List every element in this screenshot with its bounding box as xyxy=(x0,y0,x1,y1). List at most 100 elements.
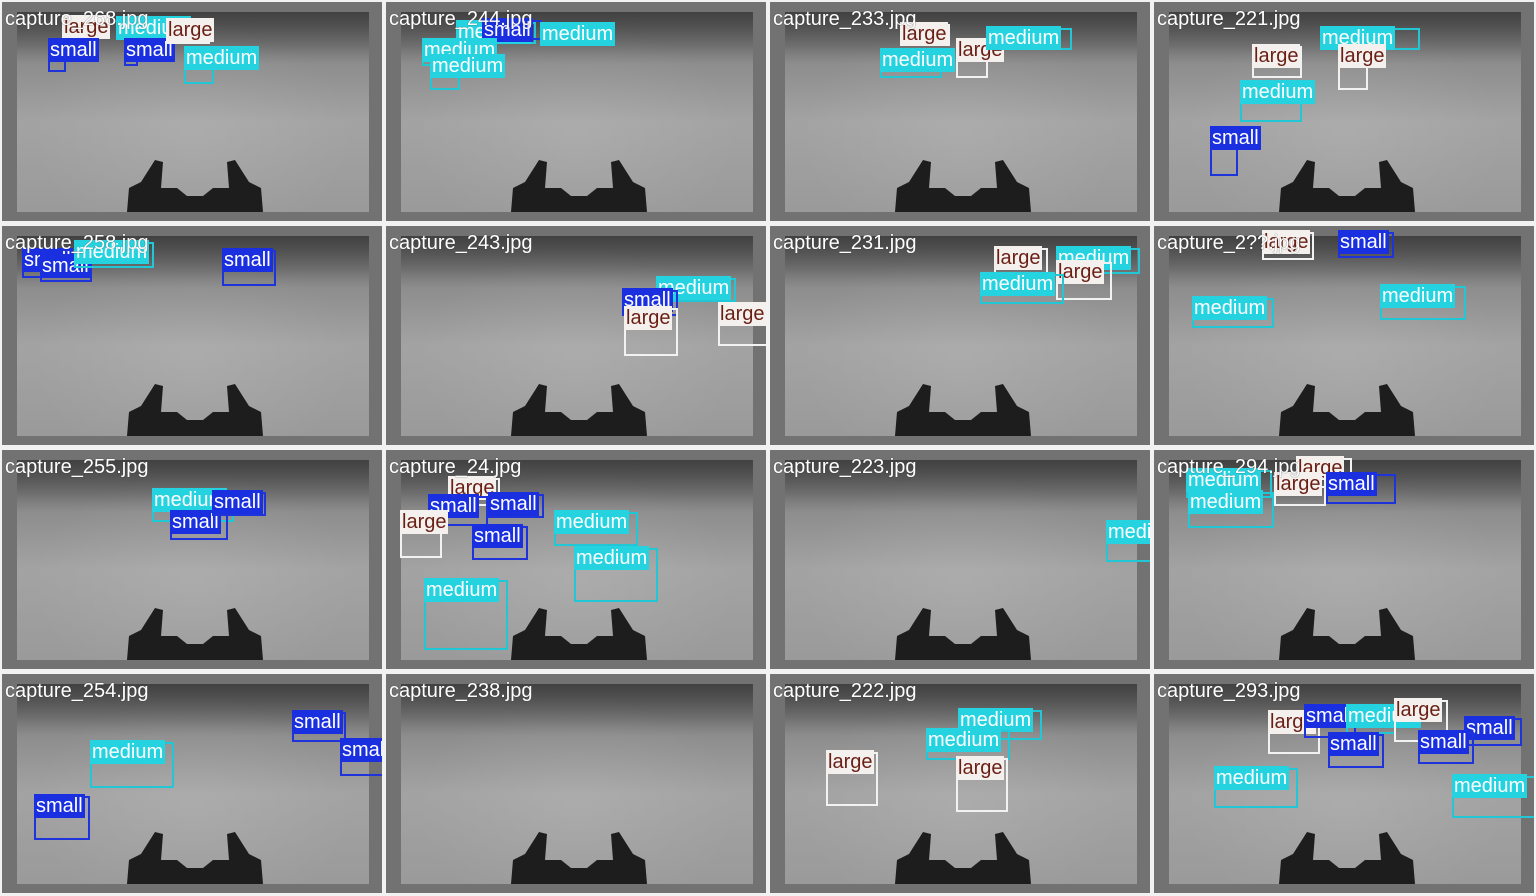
image-filename: capture_293.jpg xyxy=(1157,680,1301,702)
medium-detection-label: medium xyxy=(980,272,1056,296)
image-tile: smallsmallmediumsmallcapture_258.jpg xyxy=(2,226,382,445)
small-detection-label: small xyxy=(222,248,273,272)
camera-frame xyxy=(785,12,1137,212)
camera-frame xyxy=(1169,236,1521,436)
image-tile: mediumsmallmediummediummediumcapture_244… xyxy=(386,2,766,221)
small-detection-label: small xyxy=(1210,126,1261,150)
image-filename: capture_243.jpg xyxy=(389,232,533,254)
image-filename: capture_24.jpg xyxy=(389,456,522,478)
large-detection-label: large xyxy=(900,22,949,46)
camera-frame xyxy=(785,460,1137,660)
image-tile: medium small small capture_255.jpg xyxy=(2,450,382,669)
image-filename: capture_223.jpg xyxy=(773,456,917,478)
image-filename: capture_2??.jpg xyxy=(1157,232,1301,254)
medium-detection-label: medium xyxy=(574,546,650,570)
image-tile: medium medium large large capture_222.jpg xyxy=(770,674,1150,893)
small-detection-label: small xyxy=(170,510,221,534)
robot-gripper-icon xyxy=(895,608,1031,660)
medium-detection-label: medium xyxy=(540,22,616,46)
large-detection-label: large xyxy=(1274,472,1323,496)
large-detection-label: large xyxy=(624,306,673,330)
image-tile: medium capture_223.jpg xyxy=(770,450,1150,669)
large-detection-label: large xyxy=(826,750,875,774)
robot-gripper-icon xyxy=(511,608,647,660)
image-filename: capture_255.jpg xyxy=(5,456,149,478)
small-detection-label: small xyxy=(1418,730,1469,754)
medium-detection-label: medium xyxy=(1192,296,1268,320)
robot-gripper-icon xyxy=(895,832,1031,884)
small-detection-label: small xyxy=(1328,732,1379,756)
small-detection-label: small xyxy=(34,794,85,818)
medium-detection-label: medium xyxy=(90,740,166,764)
medium-detection-label: medium xyxy=(1380,284,1456,308)
small-detection-label: small xyxy=(1326,472,1377,496)
image-filename: capture_233.jpg xyxy=(773,8,917,30)
image-tile: large medium large medium small capture_221.j… xyxy=(1154,2,1534,221)
image-filename: capture_222.jpg xyxy=(773,680,917,702)
medium-detection-label: medium xyxy=(1186,468,1262,492)
robot-gripper-icon xyxy=(127,832,263,884)
medium-detection-label: medium xyxy=(184,46,260,70)
robot-gripper-icon xyxy=(127,608,263,660)
large-detection-label: large xyxy=(62,15,111,39)
robot-gripper-icon xyxy=(1279,160,1415,212)
robot-gripper-icon xyxy=(1279,384,1415,436)
large-detection-label: large xyxy=(994,246,1043,270)
medium-detection-label: medium xyxy=(926,728,1002,752)
medium-detection-label: medium xyxy=(424,578,500,602)
large-detection-label: large xyxy=(1394,698,1443,722)
image-tile: large medium large medium capture_231.jpg xyxy=(770,226,1150,445)
small-detection-label: small xyxy=(292,710,343,734)
small-detection-label: small xyxy=(1464,716,1515,740)
image-tile: large small medium large small small small medi… xyxy=(1154,674,1534,893)
robot-gripper-icon xyxy=(1279,832,1415,884)
small-detection-label: small xyxy=(1338,230,1389,254)
medium-detection-label: medium xyxy=(1106,520,1150,544)
image-tile: large medium medium large small capture_294.j… xyxy=(1154,450,1534,669)
medium-detection-label: medium xyxy=(1240,80,1316,104)
robot-gripper-icon xyxy=(511,384,647,436)
camera-frame xyxy=(401,684,753,884)
image-tile: large small medium medium capture_2??.jpg xyxy=(1154,226,1534,445)
large-detection-label: large xyxy=(166,18,215,42)
medium-detection-label: medium xyxy=(986,26,1062,50)
image-filename: capture_231.jpg xyxy=(773,232,917,254)
large-detection-label: large xyxy=(1252,44,1301,68)
large-detection-label: large xyxy=(1056,260,1105,284)
image-filename: capture_258.jpg xyxy=(5,232,149,254)
robot-gripper-icon xyxy=(127,160,263,212)
small-detection-label: small xyxy=(472,524,523,548)
robot-gripper-icon xyxy=(895,384,1031,436)
small-detection-label: small xyxy=(48,38,99,62)
small-detection-label: small xyxy=(340,738,382,762)
large-detection-label: large xyxy=(1338,44,1387,68)
image-tile: small medium small small capture_254.jpg xyxy=(2,674,382,893)
large-detection-label: large xyxy=(718,302,766,326)
image-filename: capture_254.jpg xyxy=(5,680,149,702)
robot-gripper-icon xyxy=(1279,608,1415,660)
image-tile: capture_238.jpg xyxy=(386,674,766,893)
medium-detection-label: medium xyxy=(1452,774,1528,798)
robot-gripper-icon xyxy=(895,160,1031,212)
medium-detection-label: medium xyxy=(1214,766,1290,790)
image-tile: medium small large large capture_243.jpg xyxy=(386,226,766,445)
small-detection-label: small xyxy=(488,492,539,516)
small-detection-label: small xyxy=(212,490,263,514)
medium-detection-label: medium xyxy=(880,48,956,72)
image-filename: capture_268.jpg xyxy=(5,8,149,30)
image-filename: capture_244.jpg xyxy=(389,8,533,30)
image-tile: large small small large small medium medium med… xyxy=(386,450,766,669)
image-filename: capture_238.jpg xyxy=(389,680,533,702)
image-tile: large medium large medium capture_233.jpg xyxy=(770,2,1150,221)
image-filename: capture_221.jpg xyxy=(1157,8,1301,30)
large-detection-label: large xyxy=(400,510,449,534)
robot-gripper-icon xyxy=(511,832,647,884)
large-detection-label: large xyxy=(1262,230,1311,254)
image-filename: capture_294.jpg xyxy=(1157,456,1301,478)
medium-detection-label: medium xyxy=(1188,490,1264,514)
camera-frame xyxy=(401,236,753,436)
medium-detection-label: medium xyxy=(554,510,630,534)
robot-gripper-icon xyxy=(511,160,647,212)
robot-gripper-icon xyxy=(127,384,263,436)
